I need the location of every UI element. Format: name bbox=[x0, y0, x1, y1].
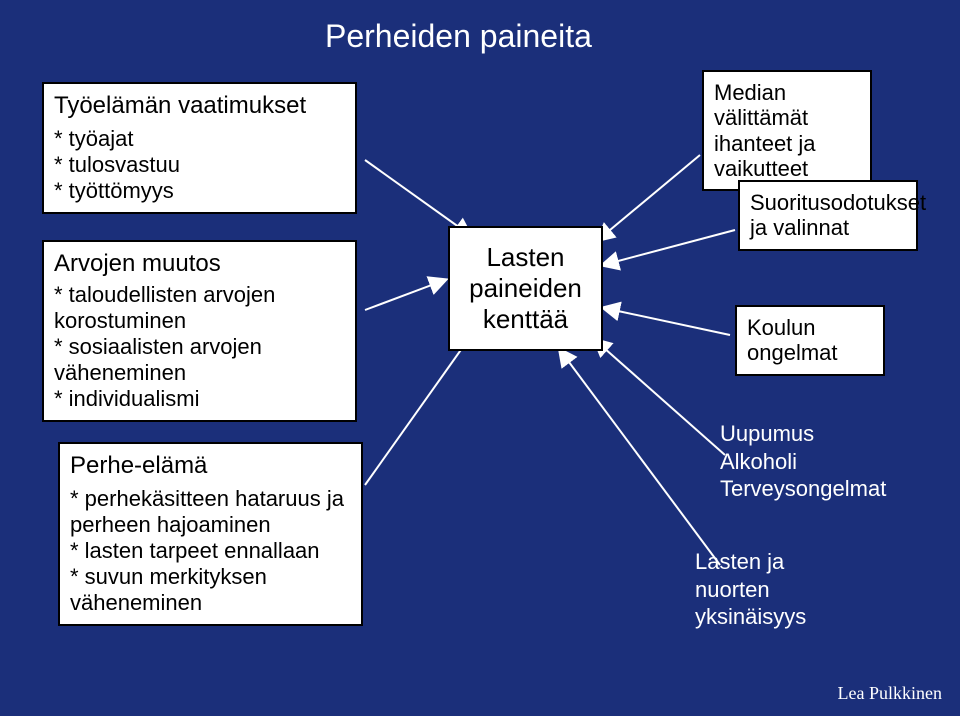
box-center-line-2: paineiden bbox=[456, 273, 595, 304]
box-expectations: Suoritusodotukset ja valinnat bbox=[738, 180, 918, 251]
footer-author: Lea Pulkkinen bbox=[838, 683, 942, 704]
box-loneliness: Lasten ja nuorten yksinäisyys bbox=[695, 548, 915, 631]
box-center: Lasten paineiden kenttää bbox=[448, 226, 603, 351]
slide-title: Perheiden paineita bbox=[325, 18, 592, 55]
box-loneliness-line-3: yksinäisyys bbox=[695, 603, 915, 631]
box-family-life: Perhe-elämä * perhekäsitteen hataruus ja… bbox=[58, 442, 363, 626]
box-media-text: Median välittämät ihanteet ja vaikutteet bbox=[714, 80, 816, 181]
box-family-life-item-2: * lasten tarpeet ennallaan bbox=[70, 538, 351, 564]
box-family-life-item-3: * suvun merkityksen väheneminen bbox=[70, 564, 351, 616]
box-work-demands-item-1: * työajat bbox=[54, 126, 345, 152]
box-value-change-heading: Arvojen muutos bbox=[54, 250, 345, 278]
box-expectations-text: Suoritusodotukset ja valinnat bbox=[750, 190, 926, 240]
box-health-line-3: Terveysongelmat bbox=[720, 475, 950, 503]
box-loneliness-line-2: nuorten bbox=[695, 576, 915, 604]
box-value-change-item-2: * sosiaalisten arvojen väheneminen bbox=[54, 334, 345, 386]
box-work-demands-item-2: * tulosvastuu bbox=[54, 152, 345, 178]
box-health-line-2: Alkoholi bbox=[720, 448, 950, 476]
box-school: Koulun ongelmat bbox=[735, 305, 885, 376]
slide-title-text: Perheiden paineita bbox=[325, 18, 592, 54]
box-work-demands-heading: Työelämän vaatimukset bbox=[54, 92, 345, 120]
footer-author-text: Lea Pulkkinen bbox=[838, 683, 942, 703]
box-health-line-1: Uupumus bbox=[720, 420, 950, 448]
box-family-life-item-1: * perhekäsitteen hataruus ja perheen haj… bbox=[70, 486, 351, 538]
box-value-change-item-3: * individualismi bbox=[54, 386, 345, 412]
box-value-change-item-1: * taloudellisten arvojen korostuminen bbox=[54, 282, 345, 334]
box-health: Uupumus Alkoholi Terveysongelmat bbox=[720, 420, 950, 503]
box-center-line-3: kenttää bbox=[456, 304, 595, 335]
box-center-line-1: Lasten bbox=[456, 242, 595, 273]
box-school-text: Koulun ongelmat bbox=[747, 315, 838, 365]
box-media: Median välittämät ihanteet ja vaikutteet bbox=[702, 70, 872, 191]
box-family-life-heading: Perhe-elämä bbox=[70, 452, 351, 480]
box-loneliness-line-1: Lasten ja bbox=[695, 548, 915, 576]
box-value-change: Arvojen muutos * taloudellisten arvojen … bbox=[42, 240, 357, 422]
box-work-demands-item-3: * työttömyys bbox=[54, 178, 345, 204]
box-work-demands: Työelämän vaatimukset * työajat * tulosv… bbox=[42, 82, 357, 214]
